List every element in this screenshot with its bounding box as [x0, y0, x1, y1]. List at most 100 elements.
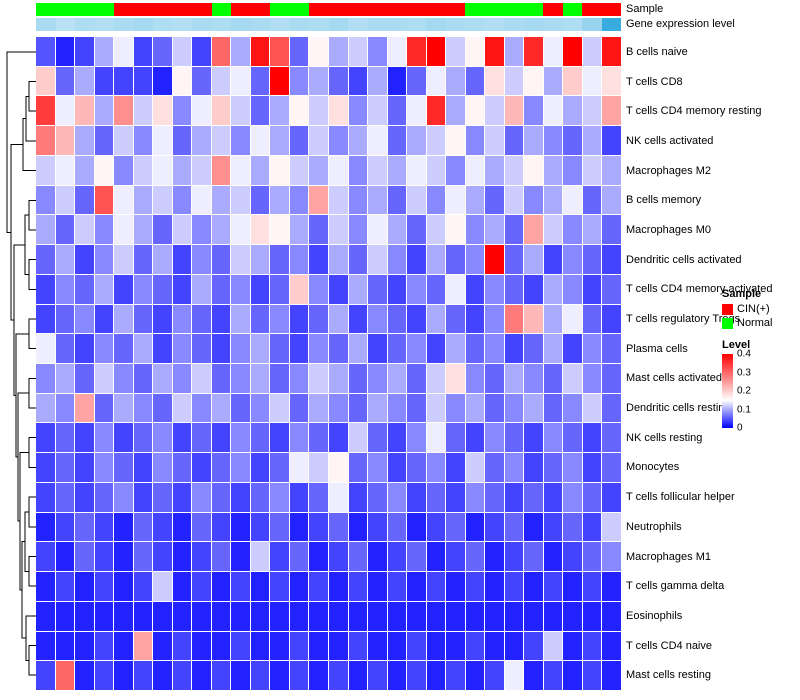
- heatmap-cell: [543, 185, 563, 215]
- heatmap-cell: [289, 96, 309, 126]
- heatmap-cell: [348, 453, 368, 482]
- heatmap-cell: [153, 601, 172, 631]
- heatmap-cell: [114, 363, 133, 393]
- sample-annotation-cell: [114, 3, 134, 16]
- heatmap-cell: [133, 393, 153, 423]
- heatmap-cell: [172, 126, 192, 155]
- heatmap-cell: [211, 66, 231, 96]
- heatmap-cell: [465, 453, 485, 482]
- heatmap-cell: [328, 631, 348, 661]
- heatmap-cell: [36, 334, 55, 363]
- sample-annotation-cell: [153, 3, 173, 16]
- heatmap-cell: [250, 453, 270, 482]
- sample-legend-items: CIN(+) Normal: [722, 303, 800, 329]
- heatmap-cell: [75, 126, 94, 155]
- heatmap-cell: [407, 393, 426, 423]
- heatmap-cell: [446, 631, 465, 661]
- heatmap-cell: [563, 423, 582, 453]
- heatmap-cell: [504, 185, 524, 215]
- heatmap-cell: [328, 512, 348, 542]
- heatmap-cell: [407, 96, 426, 126]
- heatmap-cell: [348, 66, 368, 96]
- heatmap-cell: [36, 393, 55, 423]
- heatmap-cell: [485, 661, 504, 690]
- heatmap-cell: [211, 482, 231, 512]
- heatmap-cell: [465, 96, 485, 126]
- heatmap-cell: [446, 274, 465, 304]
- sample-annotation-cell: [426, 3, 446, 16]
- heatmap-cell: [407, 453, 426, 482]
- heatmap-cell: [153, 215, 172, 245]
- heatmap-cell: [348, 661, 368, 690]
- heatmap-cell: [270, 215, 289, 245]
- heatmap-cell: [114, 245, 133, 274]
- heatmap-cell: [465, 393, 485, 423]
- level-tick-label: 0: [737, 422, 743, 434]
- heatmap-cell: [504, 96, 524, 126]
- row-label: T cells CD4 memory activated: [626, 283, 773, 296]
- heatmap-cell: [172, 512, 192, 542]
- row-labels: B cells naive T cells CD8 T cells CD4 memo…: [626, 37, 773, 690]
- heatmap-cell: [153, 423, 172, 453]
- heatmap-cell: [368, 245, 387, 274]
- heatmap-cell: [582, 66, 602, 96]
- heatmap-cell: [36, 453, 55, 482]
- row-label: Mast cells resting: [626, 669, 711, 682]
- heatmap-cell: [36, 66, 55, 96]
- sample-annotation-cell: [601, 3, 621, 16]
- heatmap-cell: [192, 274, 211, 304]
- heatmap-cell: [563, 542, 582, 572]
- heatmap-cell: [309, 66, 328, 96]
- heatmap-cell: [172, 482, 192, 512]
- heatmap-cell: [563, 482, 582, 512]
- heatmap-cell: [387, 631, 407, 661]
- heatmap-cell: [211, 274, 231, 304]
- heatmap-cell: [563, 453, 582, 482]
- heatmap-cell: [368, 126, 387, 155]
- heatmap-cell: [563, 96, 582, 126]
- heatmap-cell: [270, 274, 289, 304]
- heatmap-cell: [309, 542, 328, 572]
- heatmap-cell: [485, 453, 504, 482]
- row-label: NK cells resting: [626, 431, 703, 444]
- heatmap-cell: [387, 126, 407, 155]
- heatmap-cell: [153, 631, 172, 661]
- heatmap-cell: [543, 245, 563, 274]
- heatmap-cell: [348, 631, 368, 661]
- heatmap-cell: [36, 572, 55, 601]
- heatmap-cell: [94, 37, 114, 66]
- heatmap-cell: [543, 37, 563, 66]
- heatmap-cell: [133, 126, 153, 155]
- heatmap-cell: [55, 393, 75, 423]
- heatmap-cell: [524, 37, 543, 66]
- heatmap-cell: [192, 245, 211, 274]
- heatmap-cell: [328, 601, 348, 631]
- expression-annotation-cell: [75, 18, 95, 31]
- heatmap-cell: [348, 245, 368, 274]
- heatmap-cell: [582, 572, 602, 601]
- heatmap-cell: [446, 512, 465, 542]
- heatmap-cell: [55, 512, 75, 542]
- heatmap-cell: [289, 423, 309, 453]
- heatmap-cell: [211, 126, 231, 155]
- heatmap-cell: [211, 542, 231, 572]
- expression-annotation-cell: [445, 18, 465, 31]
- heatmap-cell: [563, 393, 582, 423]
- heatmap-cell: [446, 334, 465, 363]
- heatmap-cell: [368, 185, 387, 215]
- sample-annotation-cell: [289, 3, 309, 16]
- heatmap-cell: [114, 304, 133, 334]
- heatmap-cell: [55, 631, 75, 661]
- heatmap-cell: [328, 96, 348, 126]
- heatmap-cell: [309, 37, 328, 66]
- heatmap-cell: [348, 334, 368, 363]
- heatmap-cell: [368, 334, 387, 363]
- heatmap-cell: [426, 37, 446, 66]
- heatmap-cell: [524, 631, 543, 661]
- heatmap-cell: [543, 96, 563, 126]
- heatmap-cell: [192, 423, 211, 453]
- heatmap-cell: [309, 512, 328, 542]
- expression-annotation-cell: [426, 18, 446, 31]
- heatmap-cell: [133, 572, 153, 601]
- heatmap-cell: [368, 661, 387, 690]
